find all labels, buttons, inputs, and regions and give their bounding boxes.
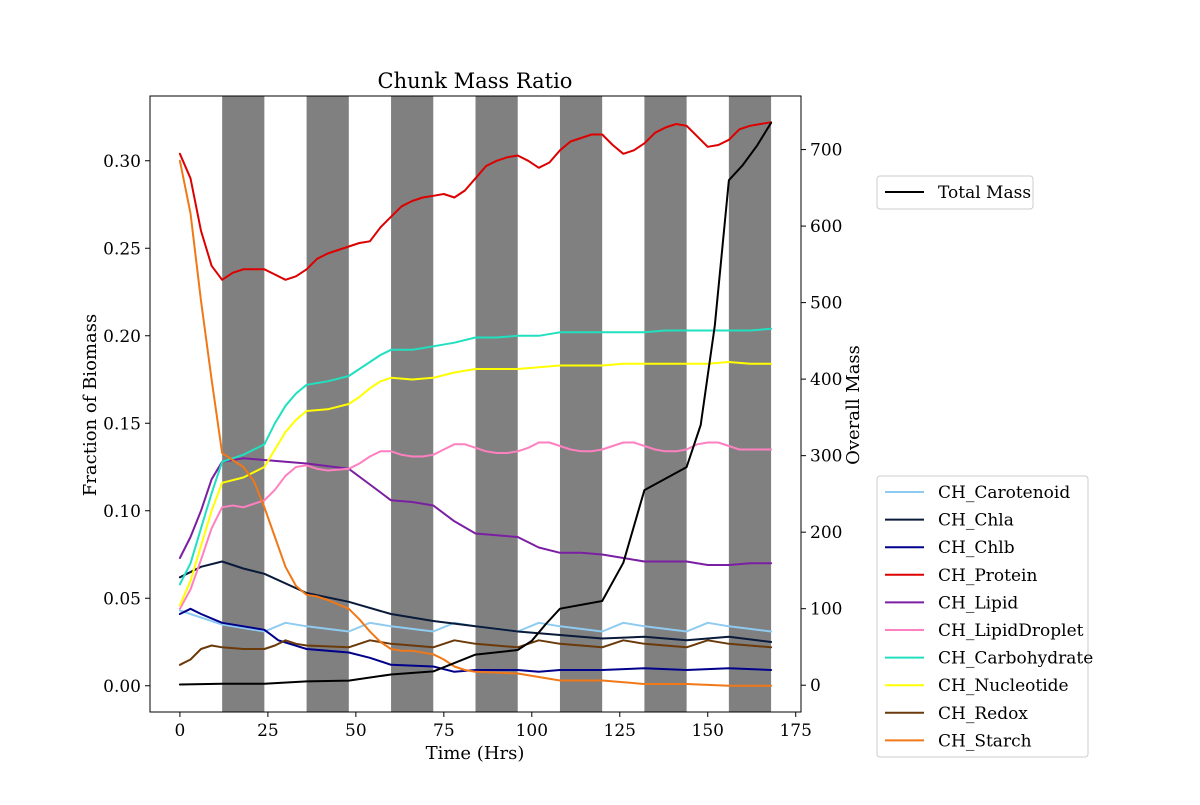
dark-period-band (475, 96, 518, 712)
legend-components: CH_Carotenoid CH_Chla CH_Chlb CH_Protein CH_… (876, 475, 1093, 758)
chart-title: Chunk Mass Ratio (378, 69, 573, 93)
x-tick-label: 125 (604, 721, 636, 741)
x-tick-label: 25 (257, 721, 279, 741)
legend-label: CH_Chlb (938, 538, 1015, 558)
y2-tick-label: 300 (810, 447, 842, 467)
series-line-ch-chlb (178, 607, 773, 673)
y-axis-left: 0.00 0.05 0.10 0.15 0.20 0.25 0.30 (103, 152, 150, 697)
y2-tick-label: 400 (810, 370, 842, 390)
legend-label: CH_Protein (938, 566, 1037, 586)
y2-tick-label: 0 (810, 676, 821, 696)
y-tick-label: 0.30 (103, 152, 141, 172)
plot-frame (149, 95, 802, 713)
y-tick-label: 0.25 (103, 239, 141, 259)
series-line-total-mass (178, 121, 773, 686)
x-tick-label: 150 (692, 721, 724, 741)
legend-label: CH_Nucleotide (938, 676, 1069, 696)
legend-label: Total Mass (938, 183, 1031, 203)
legend-frame (876, 475, 1089, 758)
y-tick-label: 0.00 (103, 677, 141, 697)
y2-tick-label: 200 (810, 523, 842, 543)
y2-tick-label: 500 (810, 294, 842, 314)
series-line-ch-chla (178, 560, 773, 643)
legend-label: CH_Redox (938, 704, 1028, 724)
x-axis: 0 25 50 75 100 125 150 175 (174, 712, 812, 741)
legend-label: CH_Carbohydrate (938, 649, 1093, 669)
y-tick-label: 0.10 (103, 502, 141, 522)
x-tick-label: 0 (174, 721, 185, 741)
y-tick-label: 0.15 (103, 414, 141, 434)
x-tick-label: 100 (516, 721, 548, 741)
series-lines (178, 121, 773, 687)
dark-period-band (644, 96, 687, 712)
y-axis-right: 0 100 200 300 400 500 600 700 (801, 141, 842, 696)
legend-total-mass: Total Mass (876, 175, 1034, 210)
x-tick-label: 50 (345, 721, 367, 741)
dark-period-band (222, 96, 265, 712)
dark-period-band (559, 96, 603, 712)
dark-period-band (728, 96, 772, 712)
legend-label: CH_Starch (938, 731, 1032, 751)
x-tick-label: 175 (779, 721, 811, 741)
series-line-ch-protein (178, 121, 773, 281)
series-line-ch-starch (178, 159, 773, 687)
dark-period-band (391, 96, 434, 712)
series-line-ch-lipiddroplet (178, 441, 773, 610)
x-axis-label: Time (Hrs) (426, 743, 525, 764)
y-tick-label: 0.20 (103, 327, 141, 347)
series-line-ch-redox (178, 639, 773, 666)
series-line-ch-lipid (178, 457, 773, 566)
legend-label: CH_Carotenoid (938, 483, 1070, 503)
series-line-ch-nucleotide (178, 361, 773, 607)
y2-tick-label: 600 (810, 217, 842, 237)
x-tick-label: 75 (433, 721, 455, 741)
y2-axis-label: Overall Mass (843, 345, 864, 465)
legend-label: CH_LipidDroplet (938, 621, 1084, 641)
legend-label: CH_Lipid (938, 593, 1018, 613)
y-axis-label: Fraction of Biomass (80, 314, 101, 496)
y-tick-label: 0.05 (103, 589, 141, 609)
series-line-ch-carbohydrate (178, 327, 773, 586)
y2-tick-label: 700 (810, 141, 842, 161)
legend-frame (876, 175, 1034, 210)
y2-tick-label: 100 (810, 600, 842, 620)
legend-label: CH_Chla (938, 511, 1014, 531)
dark-period-bands (222, 96, 772, 712)
dark-period-band (306, 96, 349, 712)
